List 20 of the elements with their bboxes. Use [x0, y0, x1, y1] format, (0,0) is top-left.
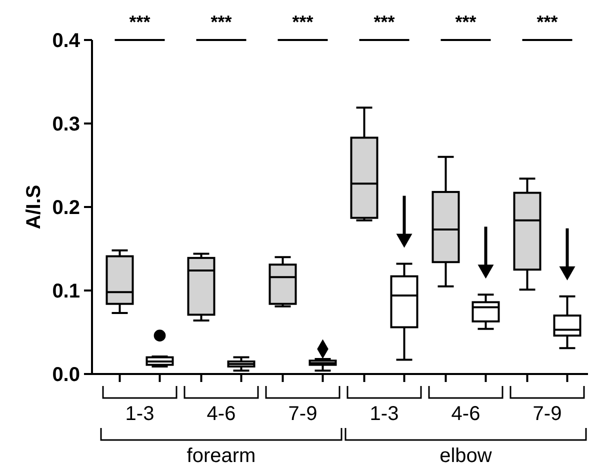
y-tick-label: 0.1: [52, 280, 80, 302]
x-tick-label: 7-9: [288, 403, 318, 425]
y-tick-label: 0.3: [52, 114, 80, 136]
x-tick-label: 4-6: [206, 403, 236, 425]
y-tick-label: 0.0: [52, 364, 80, 386]
x-tick-label: 7-9: [532, 403, 562, 425]
x-tick-label: 1-3: [370, 403, 399, 425]
x-tick-label: 4-6: [451, 403, 480, 425]
y-axis-title: A/I.S: [23, 184, 45, 230]
text: ***: [455, 12, 476, 32]
text: ***: [374, 12, 395, 32]
text: forearm: [186, 445, 256, 465]
text: elbow: [440, 445, 492, 465]
text: ***: [536, 12, 558, 32]
text: ***: [210, 12, 232, 32]
y-tick-label: 0.4: [52, 30, 81, 52]
x-tick-label: 1-3: [125, 403, 154, 425]
text: ***: [292, 12, 314, 32]
text: ***: [129, 12, 150, 32]
y-tick-label: 0.2: [52, 197, 80, 219]
